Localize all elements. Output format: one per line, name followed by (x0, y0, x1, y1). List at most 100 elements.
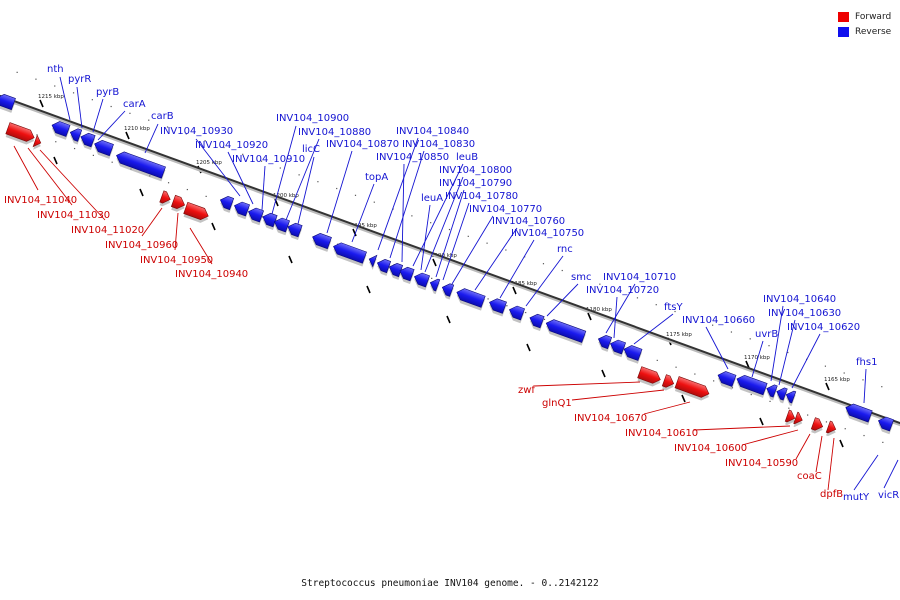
legend-reverse-label: Reverse (855, 26, 892, 37)
lower-dot-mark (788, 407, 790, 409)
scale-label: 1200 kbp (273, 193, 299, 199)
lower-dot-mark (543, 318, 546, 320)
forward-gene-arrow (637, 366, 661, 387)
scale-tick-lower (759, 417, 764, 426)
scale-label: 1185 kbp (511, 281, 537, 287)
upper-dot-mark (91, 99, 93, 101)
reverse-gene-arrow (94, 140, 114, 159)
lower-dot-mark (525, 311, 527, 314)
forward-gene-arrow (810, 417, 824, 434)
upper-dot-mark (505, 249, 507, 251)
leader-line (605, 283, 636, 334)
scale-label: 1205 kbp (196, 160, 222, 166)
upper-dot-mark (298, 174, 300, 176)
gene-label: pyrR (68, 74, 91, 85)
leader-line (853, 454, 879, 491)
reverse-gene-arrow (717, 371, 737, 390)
reverse-swatch (838, 26, 849, 37)
leader-line (271, 125, 297, 215)
map-caption: Streptococcus pneumoniae INV104 genome. … (301, 578, 599, 589)
scale-label: 1195 kbp (351, 223, 377, 229)
gene-label: nth (47, 64, 64, 75)
leader-line (863, 368, 867, 404)
gene-label: INV104_10940 (175, 269, 248, 280)
leader-line (705, 326, 729, 370)
upper-dot-mark (599, 283, 601, 285)
reverse-gene-arrow (414, 272, 431, 291)
gene-label: INV104_10920 (195, 140, 268, 151)
gene-label: INV104_10870 (326, 139, 399, 150)
gene-label: INV104_10610 (625, 428, 698, 439)
lower-dot-mark (863, 434, 865, 437)
upper-dot-mark (730, 331, 733, 333)
gene-label: INV104_10910 (232, 154, 305, 165)
leader-line (778, 319, 796, 386)
gene-label: INV104_10600 (674, 443, 747, 454)
reverse-gene-arrow (456, 288, 486, 311)
reverse-gene-arrow (51, 121, 71, 140)
forward-swatch (838, 11, 849, 22)
lower-dot-mark (111, 161, 113, 163)
leader-line (533, 381, 641, 387)
forward-gene-arrow (32, 134, 42, 150)
reverse-gene-arrow (333, 242, 367, 267)
lower-dot-mark (713, 380, 715, 382)
upper-dot-mark (768, 345, 770, 347)
reverse-gene-arrow (262, 212, 278, 231)
gene-label: INV104_10930 (160, 126, 233, 137)
gene-label: vicR (878, 490, 899, 501)
scale-tick-lower (139, 188, 144, 197)
gene-label: INV104_10660 (682, 315, 755, 326)
gene-label: dpfB (820, 489, 843, 500)
upper-dot-mark (129, 112, 131, 114)
reverse-gene-arrow (878, 416, 895, 435)
leader-line (827, 437, 835, 491)
scale-tick-lower (211, 222, 216, 231)
leader-line (442, 202, 470, 281)
lower-dot-mark (807, 414, 809, 416)
gene-label: INV104_11030 (37, 210, 110, 221)
scale-label: 1215 kbp (38, 94, 64, 100)
gene-label: INV104_10850 (376, 152, 449, 163)
upper-dot-mark (148, 119, 150, 121)
reverse-gene-arrow (116, 151, 166, 182)
scale-tick-lower (53, 156, 58, 165)
upper-dot-mark (260, 160, 263, 162)
gene-label: INV104_10620 (787, 322, 860, 333)
reverse-gene-arrow (312, 233, 332, 252)
scale-tick-lower (681, 394, 686, 403)
reverse-gene-arrow (441, 283, 455, 300)
gene-label: zwf (518, 385, 535, 396)
lower-dot-mark (487, 298, 489, 300)
upper-dot-mark (712, 324, 714, 326)
gene-label: uvrB (755, 329, 778, 340)
upper-dot-mark (204, 140, 206, 142)
leader-line (883, 459, 899, 489)
leader-line (815, 435, 823, 473)
upper-dot-mark (72, 92, 75, 94)
scale-tick-upper (825, 382, 830, 391)
leader-line (297, 156, 315, 225)
scale-tick-upper (39, 99, 44, 108)
upper-dot-mark (824, 365, 827, 367)
leader-line (412, 163, 464, 267)
reverse-gene-arrow (69, 128, 83, 145)
reverse-gene-arrow (597, 335, 613, 352)
leader-line (76, 86, 83, 129)
legend: Forward Reverse (838, 9, 891, 39)
scale-label: 1180 kbp (586, 307, 612, 313)
upper-dot-mark (486, 242, 488, 244)
leader-line (770, 305, 784, 382)
reverse-gene-arrow (623, 345, 643, 364)
reverse-gene-arrow (80, 132, 96, 151)
leader-line (633, 313, 674, 345)
upper-dot-mark (674, 310, 676, 313)
lower-dot-mark (882, 441, 884, 443)
forward-gene-arrow (183, 201, 209, 223)
leader-line (261, 165, 266, 211)
leader-line (401, 163, 405, 263)
leader-line (141, 207, 163, 237)
leader-line (546, 283, 579, 317)
gene-label: carB (151, 111, 174, 122)
